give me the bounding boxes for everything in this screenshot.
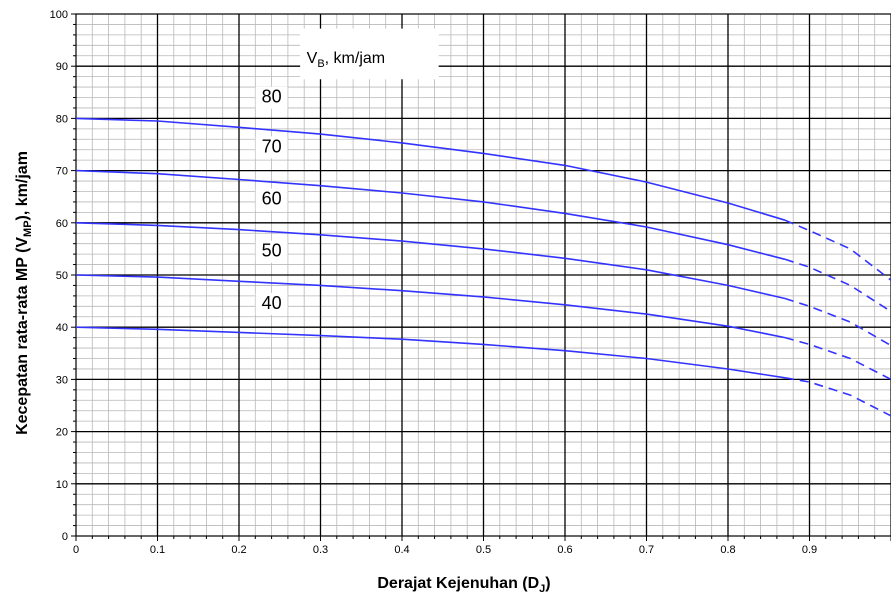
curve-label-bg [255,136,288,159]
series-line-40 [75,326,786,379]
legend-title-main: V [307,50,318,67]
x-tick-label: 0.7 [639,544,654,556]
x-axis-title-sub: J [539,583,545,595]
x-axis-title: Derajat Kejenuhan (DJ) [377,575,550,595]
major-grid [76,14,891,536]
series-dashed-40 [784,377,891,417]
y-axis-title-main: Kecepatan rata-rata MP (V [14,237,31,435]
x-tick-label: 0.4 [394,544,409,556]
series-dashed-50 [784,336,891,381]
x-tick-label: 0.2 [231,544,246,556]
curve-labels: 80 70 60 50 40 [255,86,288,315]
y-tick-label: 60 [56,218,68,230]
legend-background [300,28,439,80]
axis-tick-marks [71,13,891,541]
y-tick-label: 10 [56,479,68,491]
y-tick-label: 20 [56,427,68,439]
curve-label-bg [255,292,288,315]
x-tick-label: 0.6 [557,544,572,556]
series-line-60 [75,222,786,300]
y-axis-title-sub: MP [22,220,34,237]
curve-label: 50 [262,241,282,261]
curve-label-bg [255,86,288,109]
curve-label: 40 [262,293,282,313]
y-tick-label: 30 [56,374,68,386]
curve-label: 60 [262,189,282,209]
x-tick-labels: 0 0.1 0.2 0.3 0.4 0.5 0.6 0.7 0.8 0.9 [73,544,817,556]
curves [75,117,891,417]
curve-label-bg [255,188,288,211]
x-tick-label: 0.8 [720,544,735,556]
x-tick-label: 0.3 [313,544,328,556]
curve-label-bg [255,240,288,263]
series-line-70 [75,169,786,261]
y-axis-title: Kecepatan rata-rata MP (VMP), km/jam [14,151,34,435]
y-tick-label: 40 [56,322,68,334]
x-axis-title-end: ) [545,575,550,592]
y-axis-title-end: ), km/jam [14,151,31,220]
series-dashed-80 [784,219,891,281]
curve-label: 70 [262,136,282,156]
y-tick-label: 0 [62,531,68,543]
x-tick-label: 0.5 [476,544,491,556]
y-tick-label: 90 [56,61,68,73]
y-tick-labels: 0 10 20 30 40 50 60 70 80 90 100 [50,9,68,543]
x-tick-label: 0.9 [802,544,817,556]
y-tick-label: 80 [56,113,68,125]
series-line-80 [75,117,786,221]
series-dashed-60 [784,297,891,347]
series-dashed-70 [784,258,891,313]
x-tick-label: 0.1 [150,544,165,556]
x-tick-label: 0 [73,544,79,556]
y-tick-label: 100 [50,9,68,21]
legend-title: VB, km/jam [307,50,385,70]
y-tick-label: 70 [56,166,68,178]
legend-box: VB, km/jam [300,28,439,80]
x-axis-title-main: Derajat Kejenuhan (D [377,575,539,592]
legend-title-end: , km/jam [325,50,385,67]
series-line-50 [75,274,786,339]
curve-label: 80 [262,87,282,107]
legend-title-sub: B [317,58,324,70]
y-tick-label: 50 [56,270,68,282]
